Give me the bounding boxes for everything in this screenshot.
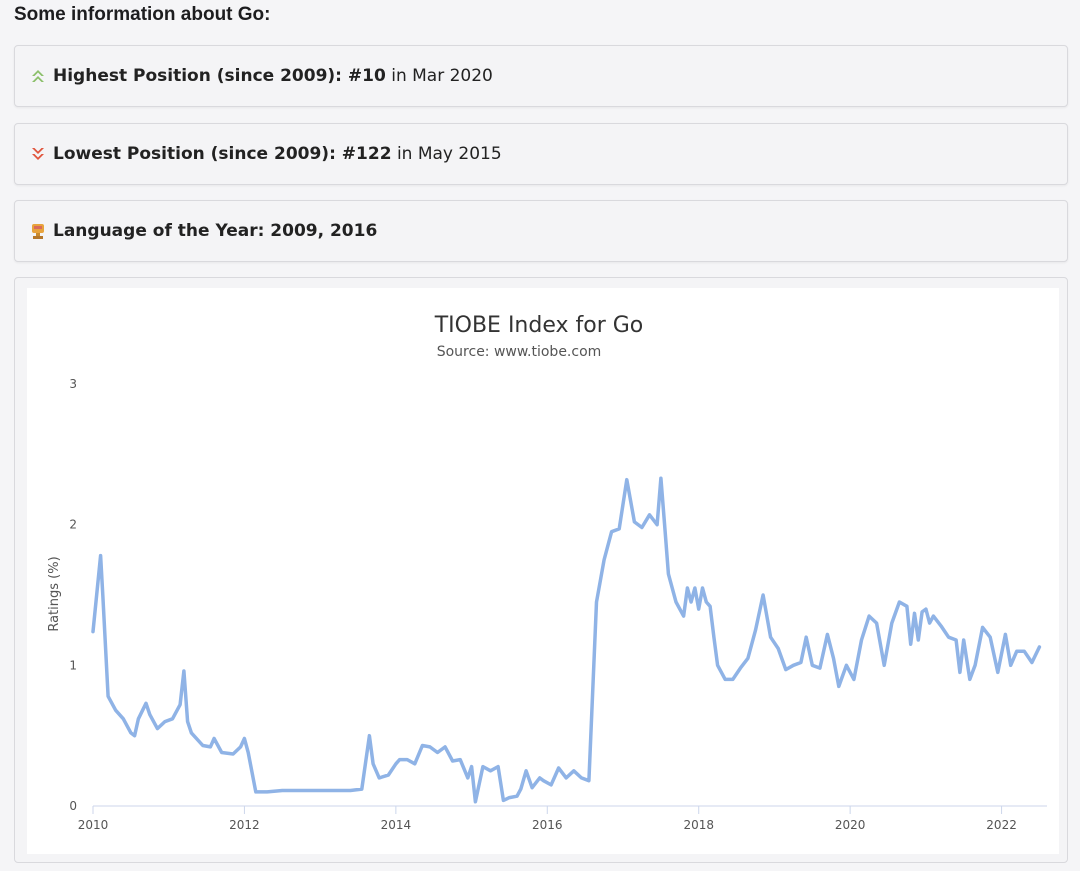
y-tick-label: 3 — [69, 377, 77, 391]
double-chevron-up-icon — [29, 67, 47, 85]
y-tick-label: 1 — [69, 658, 77, 672]
highest-position-box: Highest Position (since 2009): #10 in Ma… — [14, 45, 1068, 107]
x-tick-label: 2014 — [381, 818, 412, 832]
tiobe-chart: TIOBE Index for Go Source: www.tiobe.com… — [47, 313, 1047, 832]
chart-subtitle: Source: www.tiobe.com — [437, 344, 602, 360]
lowest-position-box: Lowest Position (since 2009): #122 in Ma… — [14, 123, 1068, 185]
x-tick-label: 2010 — [78, 818, 109, 832]
chart-card: TIOBE Index for Go Source: www.tiobe.com… — [14, 277, 1068, 863]
x-tick-label: 2016 — [532, 818, 563, 832]
x-tick-label: 2022 — [986, 818, 1017, 832]
trophy-icon — [29, 222, 47, 240]
lowest-position-label: Lowest Position (since 2009): #122 — [53, 144, 392, 164]
highest-position-label: Highest Position (since 2009): #10 — [53, 66, 386, 86]
section-heading: Some information about Go: — [14, 4, 271, 25]
x-tick-label: 2018 — [683, 818, 714, 832]
y-tick-label: 2 — [69, 518, 77, 532]
x-tick-label: 2012 — [229, 818, 260, 832]
series-line — [91, 476, 1042, 804]
y-tick-label: 0 — [69, 799, 77, 813]
lowest-position-date: in May 2015 — [396, 144, 502, 164]
chart-title: TIOBE Index for Go — [434, 313, 644, 338]
y-axis-label: Ratings (%) — [47, 556, 62, 631]
x-tick-label: 2020 — [835, 818, 866, 832]
chart-area: TIOBE Index for Go Source: www.tiobe.com… — [27, 288, 1059, 854]
highest-position-date: in Mar 2020 — [391, 66, 493, 86]
language-of-year-box: Language of the Year: 2009, 2016 — [14, 200, 1068, 262]
language-of-year-label: Language of the Year: 2009, 2016 — [53, 221, 378, 241]
double-chevron-down-icon — [29, 145, 47, 163]
